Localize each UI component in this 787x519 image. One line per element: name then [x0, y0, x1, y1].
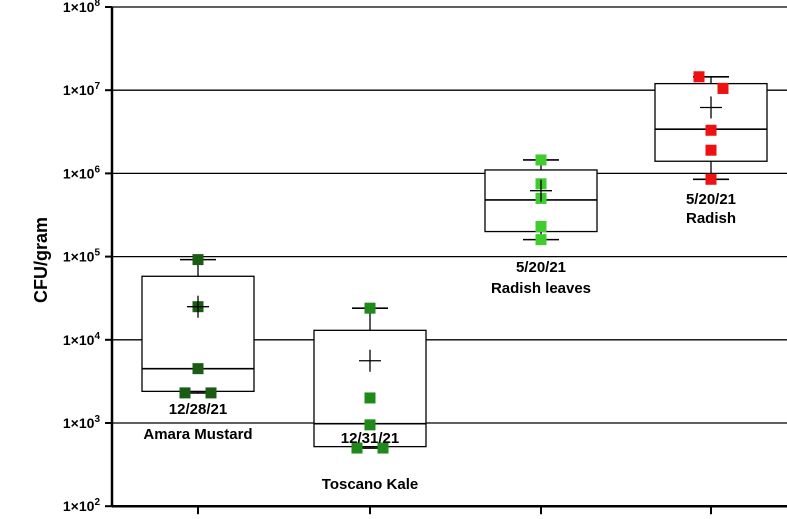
data-point: [705, 124, 717, 136]
y-tick-label: 1×107: [63, 81, 101, 98]
y-axis-label: CFU/gram: [31, 217, 51, 303]
data-point: [179, 387, 191, 399]
y-tick-label: 1×106: [63, 164, 101, 181]
data-point: [535, 221, 547, 233]
group-name-label: Amara Mustard: [143, 426, 252, 443]
data-point: [364, 302, 376, 314]
data-point: [535, 154, 547, 166]
data-point: [205, 387, 217, 399]
group-name-label: Toscano Kale: [322, 476, 418, 493]
box-group-radish: [654, 71, 768, 185]
data-point: [705, 144, 717, 156]
y-tick-label: 1×108: [63, 0, 101, 15]
group-labels: 12/28/21 Amara Mustard 12/31/21 Toscano Kal…: [143, 191, 736, 493]
y-tick-label: 1×102: [63, 497, 101, 514]
data-point: [192, 363, 204, 375]
data-point: [364, 419, 376, 431]
box-series: [141, 71, 768, 454]
data-point: [693, 71, 705, 83]
box-group-toscano-kale: [313, 302, 427, 454]
y-tick-label: 1×103: [63, 414, 101, 431]
data-point: [717, 82, 729, 94]
data-point: [192, 254, 204, 266]
y-tick-label: 1×104: [63, 331, 101, 348]
data-point: [535, 234, 547, 246]
group-date-label: 5/20/21: [686, 191, 736, 208]
group-date-label: 12/28/21: [169, 401, 227, 418]
group-date-label: 12/31/21: [341, 430, 399, 447]
group-date-label: 5/20/21: [516, 259, 566, 276]
group-name-label: Radish leaves: [491, 280, 591, 297]
group-name-label: Radish: [686, 210, 736, 227]
data-point: [364, 392, 376, 404]
data-point: [705, 173, 717, 185]
axes: 1×102 1×103 1×104 1×105 1×106 1×107 1×108: [63, 0, 787, 515]
y-tick-label: 1×105: [63, 248, 101, 265]
data-point: [351, 442, 363, 454]
data-point: [377, 442, 389, 454]
box-group-radish-leaves: [484, 154, 598, 246]
box-group-amara-mustard: [141, 254, 255, 399]
